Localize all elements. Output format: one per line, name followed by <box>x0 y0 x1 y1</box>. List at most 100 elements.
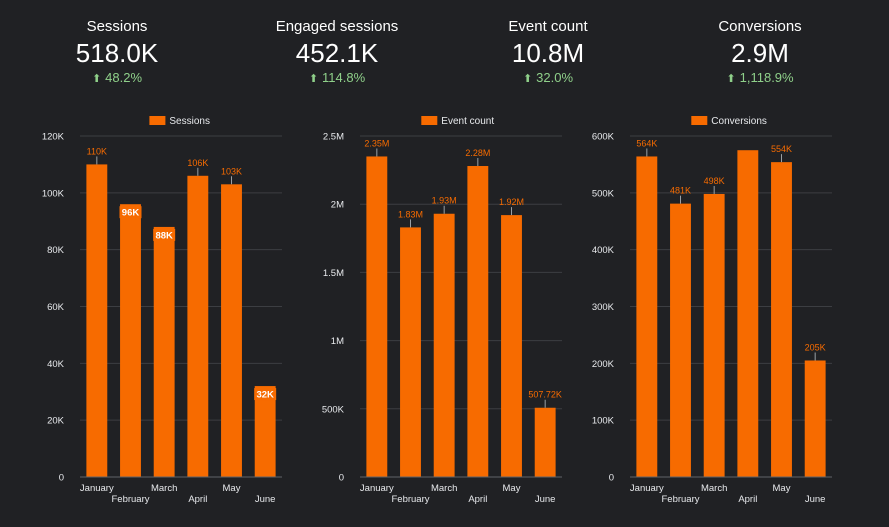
data-label: 564K <box>636 138 657 148</box>
kpi-label: Engaged sessions <box>275 18 399 35</box>
arrow-up-icon: ⬆ <box>522 73 533 85</box>
legend-swatch <box>421 116 438 125</box>
arrow-up-icon: ⬆ <box>91 73 102 85</box>
data-label: 481K <box>670 186 691 196</box>
conversions-bar-chart: Conversions 0 100K 200K 300K 400K 500K 600K 564K… <box>592 116 832 505</box>
bar <box>771 162 792 477</box>
y-tick-label: 1M <box>331 336 344 347</box>
kpi-delta: ⬆ 114.8% <box>237 70 437 87</box>
y-tick-label: 40K <box>47 359 65 370</box>
bar <box>467 166 489 477</box>
kpi-delta-value: 1,118.9% <box>739 70 794 85</box>
x-tick-label: May <box>223 483 241 494</box>
kpi-value: 2.9M <box>731 38 789 68</box>
arrow-up-icon: ⬆ <box>726 73 736 85</box>
data-label: 507.72K <box>528 390 562 400</box>
y-tick-label: 2.5M <box>323 132 344 143</box>
y-tick-label: 500K <box>592 188 615 199</box>
y-tick-label: 60K <box>47 302 65 313</box>
x-tick-label: May <box>503 483 521 494</box>
kpi-delta: ⬆ 32.0% <box>448 70 648 87</box>
x-tick-label: February <box>661 494 699 505</box>
y-tick-label: 1.5M <box>323 268 344 279</box>
kpi-label: Sessions <box>86 18 148 35</box>
data-label: 1.83M <box>398 209 423 219</box>
kpi-delta-value: 48.2% <box>105 70 143 85</box>
data-label: 2.28M <box>465 148 490 158</box>
data-label: 103K <box>221 166 242 176</box>
x-tick-label: March <box>151 483 177 494</box>
bar <box>221 184 242 477</box>
data-label: 2.35M <box>364 138 389 148</box>
x-tick-label: January <box>360 483 394 494</box>
y-tick-label: 100K <box>42 188 65 199</box>
legend: Sessions <box>149 116 210 127</box>
kpi-label: Event count <box>508 18 588 35</box>
bar <box>254 386 276 477</box>
data-label: 110K <box>87 146 107 156</box>
bar <box>737 150 759 478</box>
kpi-delta: ⬆ 1,118.9% <box>660 70 860 87</box>
kpi-value: 10.8M <box>511 38 585 68</box>
y-tick-label: 120K <box>42 132 65 143</box>
y-tick-label: 0 <box>609 473 614 484</box>
y-tick-label: 2M <box>331 200 344 211</box>
bar <box>501 215 522 477</box>
kpi-delta: ⬆ 48.2% <box>17 70 217 87</box>
x-tick-label: April <box>738 494 757 505</box>
legend-label: Event count <box>441 116 494 127</box>
bar <box>400 227 421 477</box>
arrow-up-icon: ⬆ <box>308 73 319 85</box>
legend-swatch <box>691 116 708 125</box>
x-tick-label: June <box>535 494 556 505</box>
bar <box>433 213 455 478</box>
legend-label: Sessions <box>169 116 210 127</box>
event-count-bar-chart: Event count 0 500K 1M 1.5M 2M 2.5M 2.35M January… <box>322 116 562 505</box>
bar <box>86 164 108 477</box>
data-label-bg <box>153 228 176 241</box>
y-tick-label: 400K <box>592 245 615 256</box>
bar <box>804 360 826 477</box>
x-tick-label: February <box>391 494 429 505</box>
x-tick-label: January <box>80 483 114 494</box>
y-tick-label: 500K <box>322 404 345 415</box>
data-label: 32K <box>256 390 274 401</box>
kpi-sessions: Sessions 518.0K ⬆ 48.2% <box>17 18 217 87</box>
kpi-delta-value: 32.0% <box>536 70 574 85</box>
bar <box>187 175 209 477</box>
x-tick-label: May <box>773 483 791 494</box>
legend: Event count <box>421 116 494 127</box>
data-label: 1.92M <box>499 197 524 207</box>
y-tick-label: 20K <box>47 416 65 427</box>
bar <box>366 156 388 477</box>
data-label: 106K <box>187 158 208 168</box>
data-label: 554K <box>771 144 792 154</box>
data-label-bg <box>254 388 277 401</box>
legend: Conversions <box>691 116 767 127</box>
kpi-value: 452.1K <box>295 38 379 68</box>
kpi-conversions: Conversions 2.9M ⬆ 1,118.9% <box>660 18 860 87</box>
bar <box>153 226 175 477</box>
y-tick-label: 600K <box>592 132 615 143</box>
bar <box>670 203 691 478</box>
y-tick-label: 0 <box>339 473 344 484</box>
y-tick-label: 200K <box>592 359 615 370</box>
bar <box>636 156 658 477</box>
legend-swatch <box>149 116 166 125</box>
kpi-label: Conversions <box>718 18 802 35</box>
bar <box>703 193 725 477</box>
x-tick-label: June <box>805 494 826 505</box>
x-tick-label: April <box>188 494 207 505</box>
bar <box>534 407 556 477</box>
sessions-bar-chart: Sessions 0 20K 40K 60K 80K 100K 120K 110K January… <box>42 116 282 505</box>
data-label: 88K <box>155 230 173 241</box>
bar <box>120 204 141 477</box>
kpi-event-count: Event count 10.8M ⬆ 32.0% <box>448 18 648 87</box>
data-label: 1.93M <box>432 196 457 206</box>
kpi-value: 518.0K <box>75 38 159 68</box>
y-tick-label: 0 <box>59 473 64 484</box>
legend-label: Conversions <box>711 116 767 127</box>
data-label: 205K <box>805 342 826 352</box>
data-label-bg <box>119 206 142 219</box>
x-tick-label: June <box>255 494 276 505</box>
